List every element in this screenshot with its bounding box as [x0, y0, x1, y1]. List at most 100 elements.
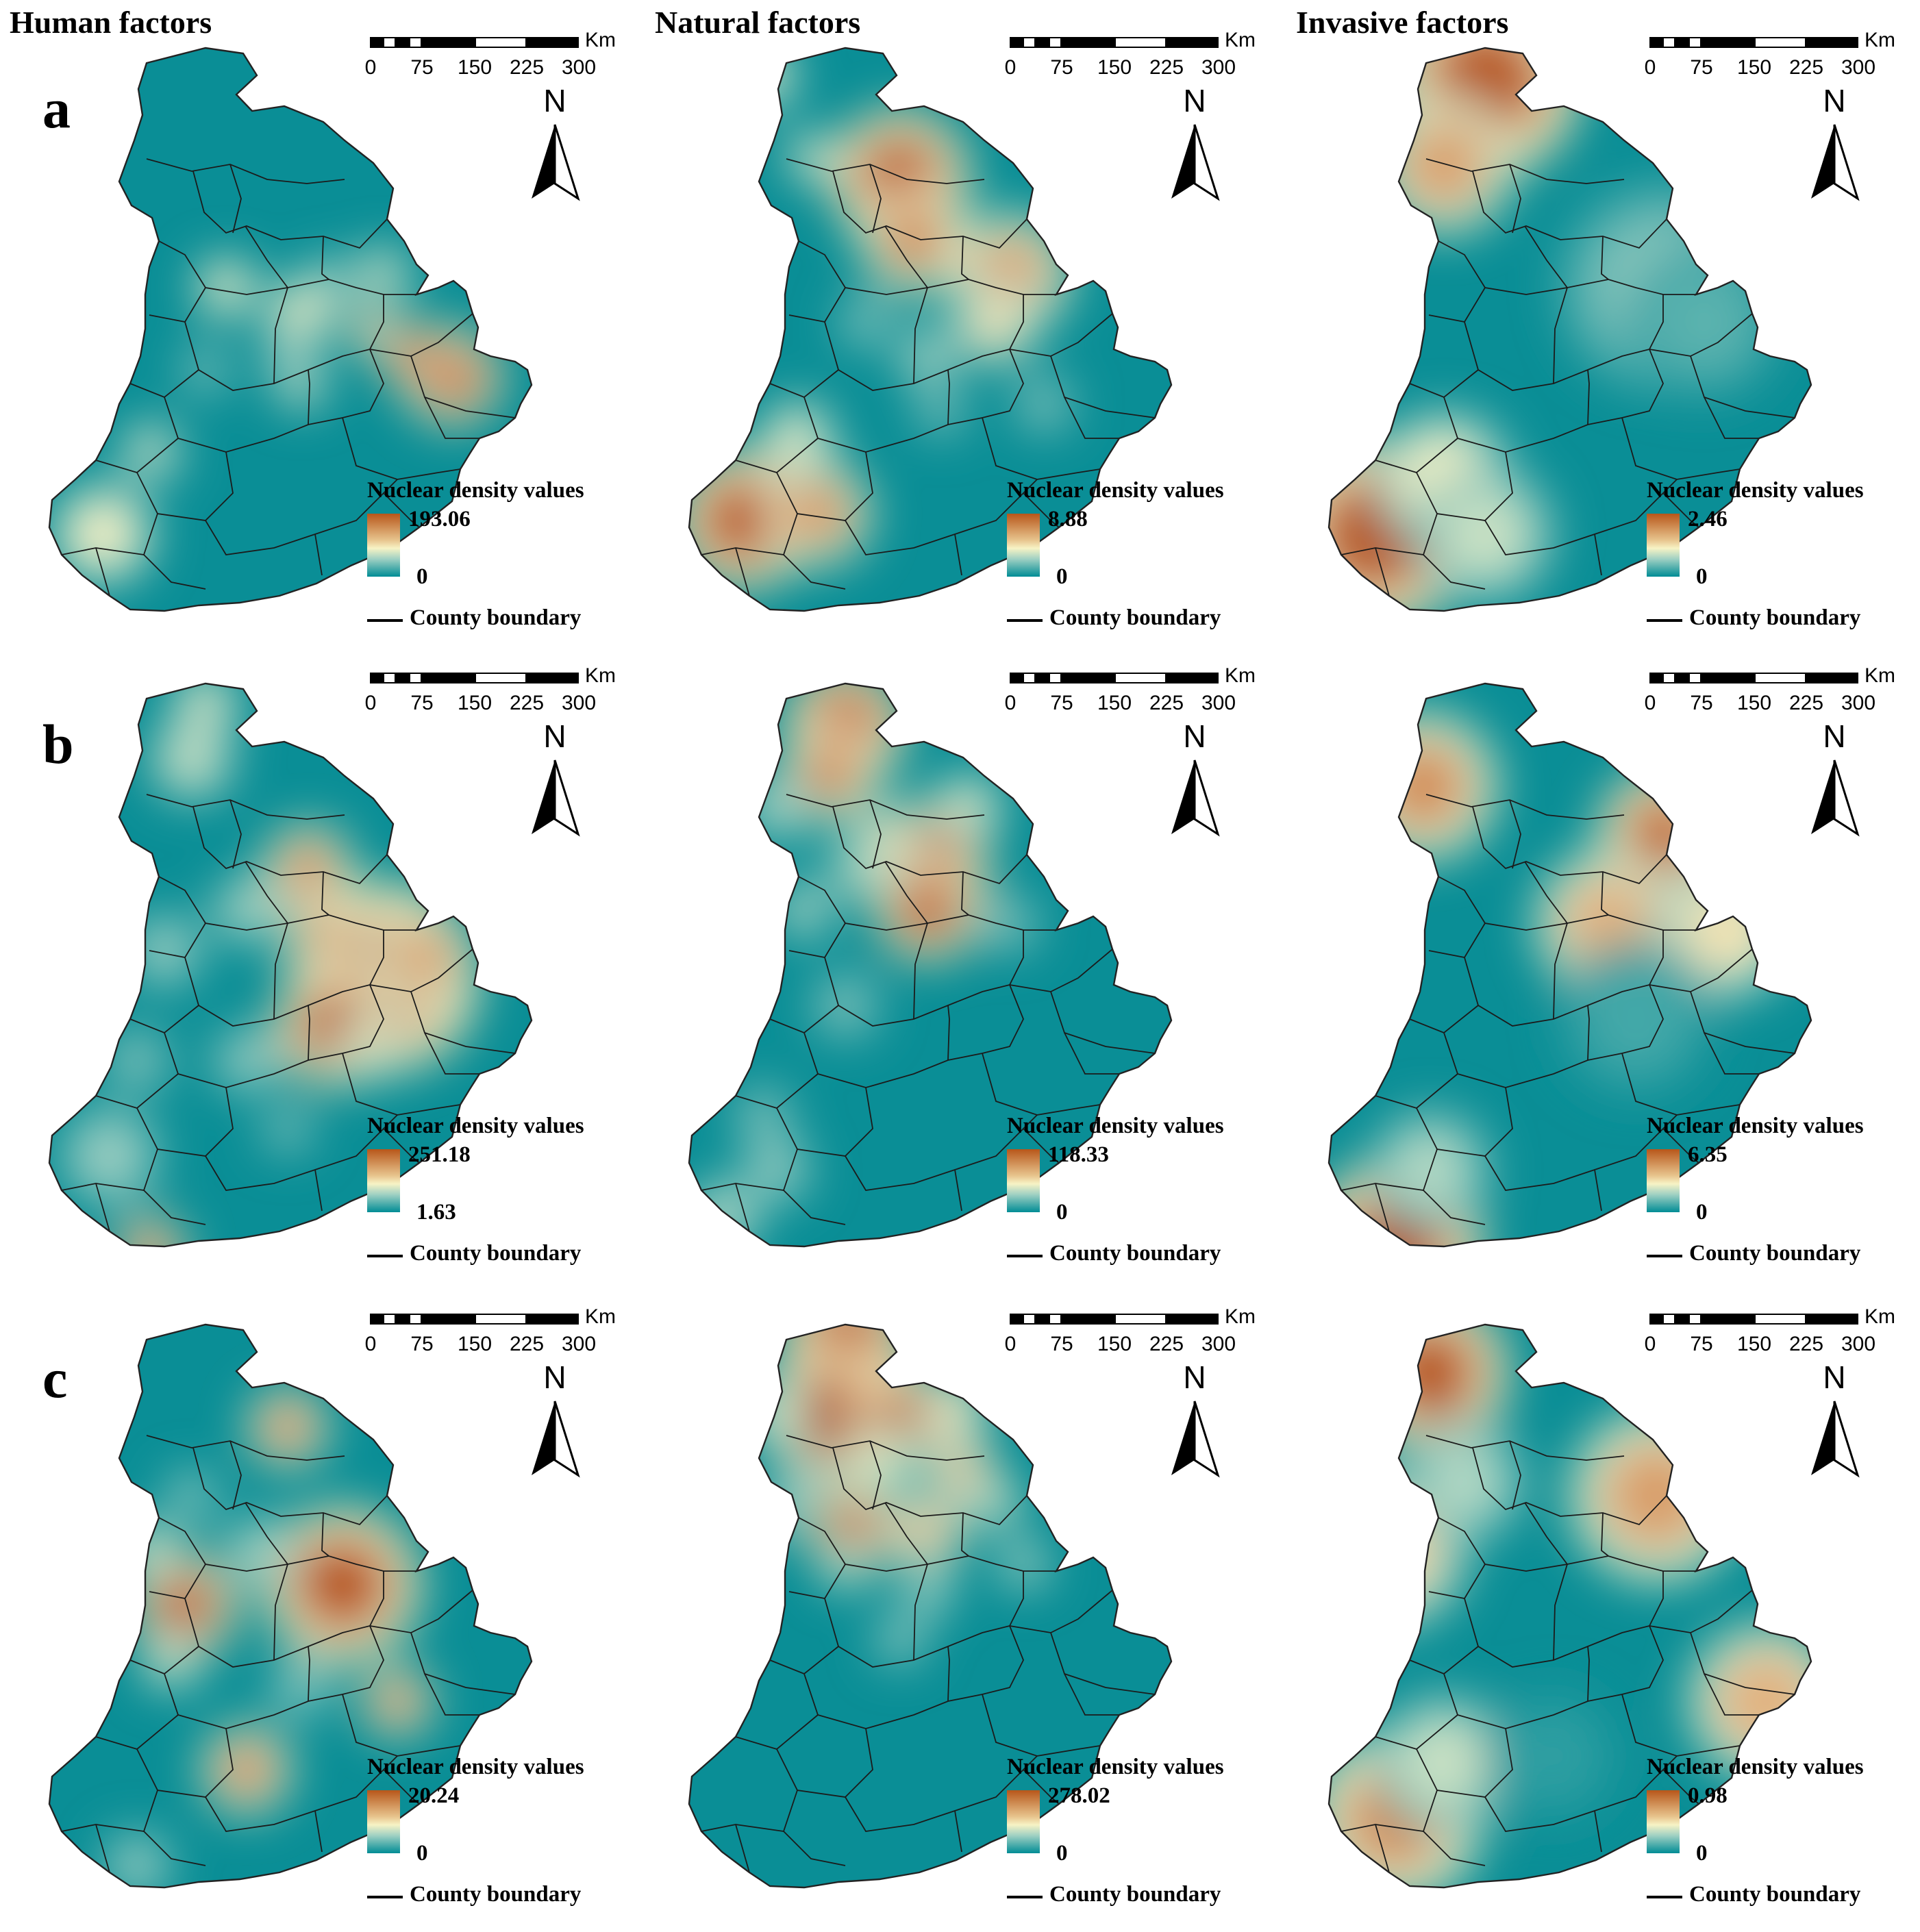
- county-boundary: [321, 236, 329, 280]
- legend-min-value: 0: [1056, 1841, 1068, 1866]
- north-label: N: [1823, 718, 1846, 754]
- county-boundary: [146, 158, 345, 184]
- density-hotspot-halo: [116, 1218, 185, 1246]
- county-boundary: [1375, 1183, 1390, 1232]
- density-hotspot: [131, 432, 171, 472]
- scale-tick: 150: [1736, 692, 1772, 714]
- scale-tick: 0: [364, 692, 377, 714]
- county-boundary: [1023, 1769, 1060, 1805]
- county-boundary: [95, 1824, 110, 1873]
- density-hotspot: [908, 337, 947, 375]
- county-boundary: [273, 923, 288, 1020]
- density-hotspot: [293, 1535, 392, 1634]
- density-hotspot: [375, 1679, 419, 1723]
- density-hotspot: [755, 1148, 799, 1192]
- county-boundary: [229, 1440, 242, 1510]
- density-hotspot: [1601, 1441, 1711, 1551]
- county-boundary: [146, 794, 345, 820]
- county-boundaries: [61, 158, 516, 597]
- density-hotspot-halo: [729, 48, 797, 110]
- county-boundary: [245, 1502, 288, 1565]
- north-arrow-icon: N: [527, 82, 582, 212]
- density-hotspot: [189, 353, 222, 386]
- county-boundary: [786, 794, 985, 820]
- density-hotspot: [895, 877, 960, 942]
- scale-unit: Km: [1865, 29, 1895, 51]
- county-boundary: [229, 164, 242, 234]
- region-outline: [1327, 1323, 1812, 1889]
- county-boundary: [1009, 1590, 1113, 1633]
- county-boundary: [245, 861, 288, 924]
- county-boundary: [947, 1005, 950, 1061]
- region-outline: [688, 1323, 1173, 1889]
- scale-tick: 75: [410, 692, 434, 714]
- scale-tick: 225: [1149, 692, 1184, 714]
- density-hotspot: [1655, 273, 1754, 371]
- density-hotspot-halo: [689, 1179, 761, 1246]
- legend-title: Nuclear density values: [1007, 1114, 1224, 1138]
- map-panel-c-2: Km 0 75 150 225 300 N Nuclear density va…: [640, 1277, 1280, 1914]
- scale-tick: 225: [509, 56, 545, 79]
- legend-boundary-line-icon: [1007, 1255, 1043, 1257]
- scale-unit: Km: [585, 1305, 616, 1328]
- density-hotspot: [849, 305, 882, 338]
- north-label: N: [1823, 83, 1846, 118]
- county-boundary: [1050, 991, 1156, 1054]
- scale-tick: 0: [1004, 56, 1017, 79]
- county-boundary: [1422, 513, 1486, 590]
- density-hotspot: [115, 1038, 159, 1082]
- county-boundary: [192, 806, 388, 885]
- density-hotspot: [164, 731, 219, 786]
- density-hotspot: [699, 477, 786, 564]
- density-hotspot: [77, 1123, 142, 1189]
- legend: Nuclear density values 118.33 0 County b…: [1007, 1114, 1254, 1271]
- map-panel-b-2: Km 0 75 150 225 300 N Nuclear density va…: [640, 636, 1280, 1272]
- density-hotspot: [697, 1193, 747, 1242]
- county-boundary: [954, 1169, 962, 1212]
- county-boundary: [321, 1512, 329, 1557]
- county-boundary: [424, 397, 479, 439]
- density-hotspot: [990, 904, 1029, 942]
- row-label-c: c: [42, 1347, 68, 1409]
- county-boundary: [832, 806, 1027, 885]
- county-boundary: [1023, 1128, 1060, 1164]
- county-boundary: [1050, 355, 1156, 418]
- county-boundary: [1009, 949, 1113, 992]
- county-boundary: [192, 1447, 388, 1526]
- legend-color-ramp: [1647, 1149, 1680, 1212]
- legend-min-value: 1.63: [416, 1200, 456, 1225]
- county-boundary: [1472, 806, 1667, 885]
- county-boundary: [95, 547, 110, 597]
- scale-tick: 225: [509, 1333, 545, 1355]
- legend-min-value: 0: [1056, 1200, 1068, 1225]
- legend-min-value: 0: [416, 564, 428, 589]
- county-boundary: [1594, 534, 1602, 576]
- map-panel-b-3: Km 0 75 150 225 300 N Nuclear density va…: [1280, 636, 1919, 1272]
- density-hotspot: [279, 290, 323, 334]
- density-hotspot: [70, 501, 136, 567]
- county-boundary: [1023, 492, 1060, 528]
- density-map: [48, 47, 533, 612]
- density-hotspot: [785, 481, 851, 547]
- county-boundary: [1375, 1824, 1390, 1873]
- scale-tick: 75: [410, 56, 434, 79]
- density-hotspot: [744, 1096, 782, 1134]
- scale-tick: 150: [1097, 1333, 1132, 1355]
- map-panel-a-3: Km 0 75 150 225 300 N Nuclear density va…: [1280, 0, 1919, 637]
- density-hotspot: [1400, 1719, 1488, 1807]
- legend-max-value: 251.18: [408, 1142, 471, 1167]
- density-hotspot: [1717, 1652, 1811, 1751]
- north-label: N: [1183, 718, 1206, 754]
- county-boundary: [308, 1005, 310, 1061]
- county-boundary: [1587, 1646, 1590, 1702]
- scale-tick: 300: [1201, 1333, 1236, 1355]
- county-boundaries: [1341, 794, 1795, 1232]
- region-outline: [688, 47, 1173, 612]
- scale-tick: 75: [410, 1333, 434, 1355]
- density-hotspot: [858, 1440, 901, 1483]
- region-outline: [48, 682, 533, 1248]
- county-boundary: [782, 513, 846, 590]
- density-hotspot: [140, 926, 189, 975]
- scale-tick: 150: [1097, 692, 1132, 714]
- county-boundary: [1704, 1032, 1759, 1075]
